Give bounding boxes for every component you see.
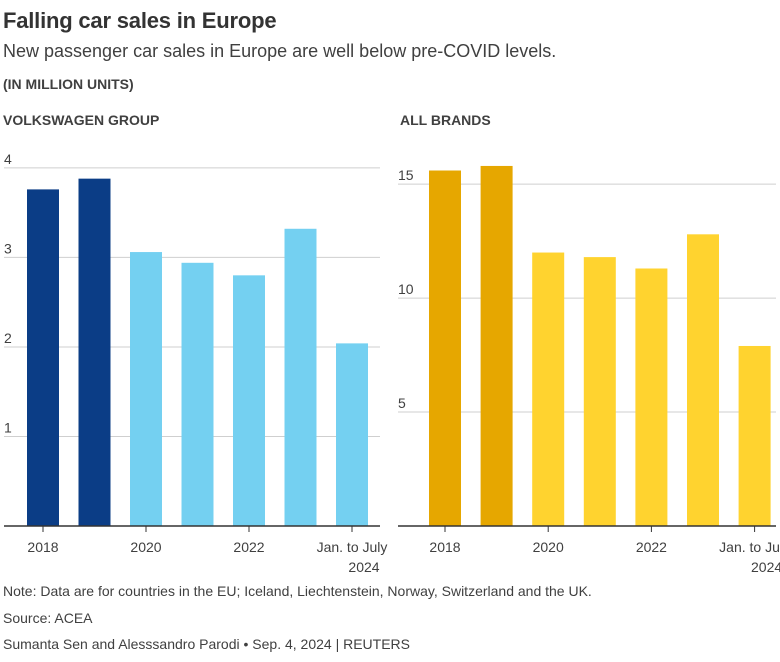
vw-bar-jan-to-july-2024 xyxy=(336,343,368,526)
all-x-tick-label: 2018 xyxy=(429,539,460,555)
all-x-tick-label-line: 2024 xyxy=(751,559,780,575)
vw-x-tick-label-line: Jan. to July xyxy=(317,539,388,555)
vw-x-tick-label: 2020 xyxy=(130,539,161,555)
all-x-tick-label: 2022 xyxy=(636,539,667,555)
source-line: Source: ACEA xyxy=(3,610,93,626)
all-bar-2018 xyxy=(429,170,461,526)
vw-y-tick-label: 3 xyxy=(4,240,12,256)
units-label: (IN MILLION UNITS) xyxy=(3,76,134,92)
vw-y-tick-label: 2 xyxy=(4,330,12,346)
chart-subtitle: New passenger car sales in Europe are we… xyxy=(3,41,557,61)
all-bar-2020 xyxy=(532,252,565,526)
all-y-tick-label: 10 xyxy=(398,281,414,297)
vw-bar-2018 xyxy=(27,189,59,526)
all-bar-2019 xyxy=(480,165,513,526)
vw-x-tick-label-line: 2024 xyxy=(348,559,379,575)
vw-y-tick-label: 4 xyxy=(4,151,12,167)
all-y-tick-label: 15 xyxy=(398,167,414,183)
chart-title: Falling car sales in Europe xyxy=(3,8,277,33)
all-x-tick-label: Jan. to July 2024 xyxy=(719,539,780,575)
all-bar-2021 xyxy=(583,257,616,526)
panel-title-all-brands: ALL BRANDS xyxy=(400,112,491,128)
all-x-tick-label: 2020 xyxy=(533,539,564,555)
all-bar-2023 xyxy=(687,234,719,526)
vw-x-tick-label: 2022 xyxy=(233,539,264,555)
footnote: Note: Data are for countries in the EU; … xyxy=(3,583,592,599)
vw-y-tick-label: 1 xyxy=(4,419,12,435)
all-x-tick-label-line: Jan. to July xyxy=(719,539,780,555)
vw-bar-2023 xyxy=(284,228,317,526)
vw-x-tick-label: 2018 xyxy=(27,539,58,555)
panel-title-volkswagen: VOLKSWAGEN GROUP xyxy=(3,112,160,128)
all-bar-2022 xyxy=(635,268,668,526)
credit-line: Sumanta Sen and Alesssandro Parodi • Sep… xyxy=(3,636,410,652)
vw-bar-2021 xyxy=(181,262,214,526)
all-y-tick-label: 5 xyxy=(398,395,406,411)
vw-bar-2019 xyxy=(78,178,111,526)
all-bar-jan-to-july-2024 xyxy=(738,345,771,526)
vw-bar-2022 xyxy=(233,275,265,526)
vw-bar-2020 xyxy=(130,252,162,527)
vw-x-tick-label: Jan. to July 2024 xyxy=(317,539,388,575)
